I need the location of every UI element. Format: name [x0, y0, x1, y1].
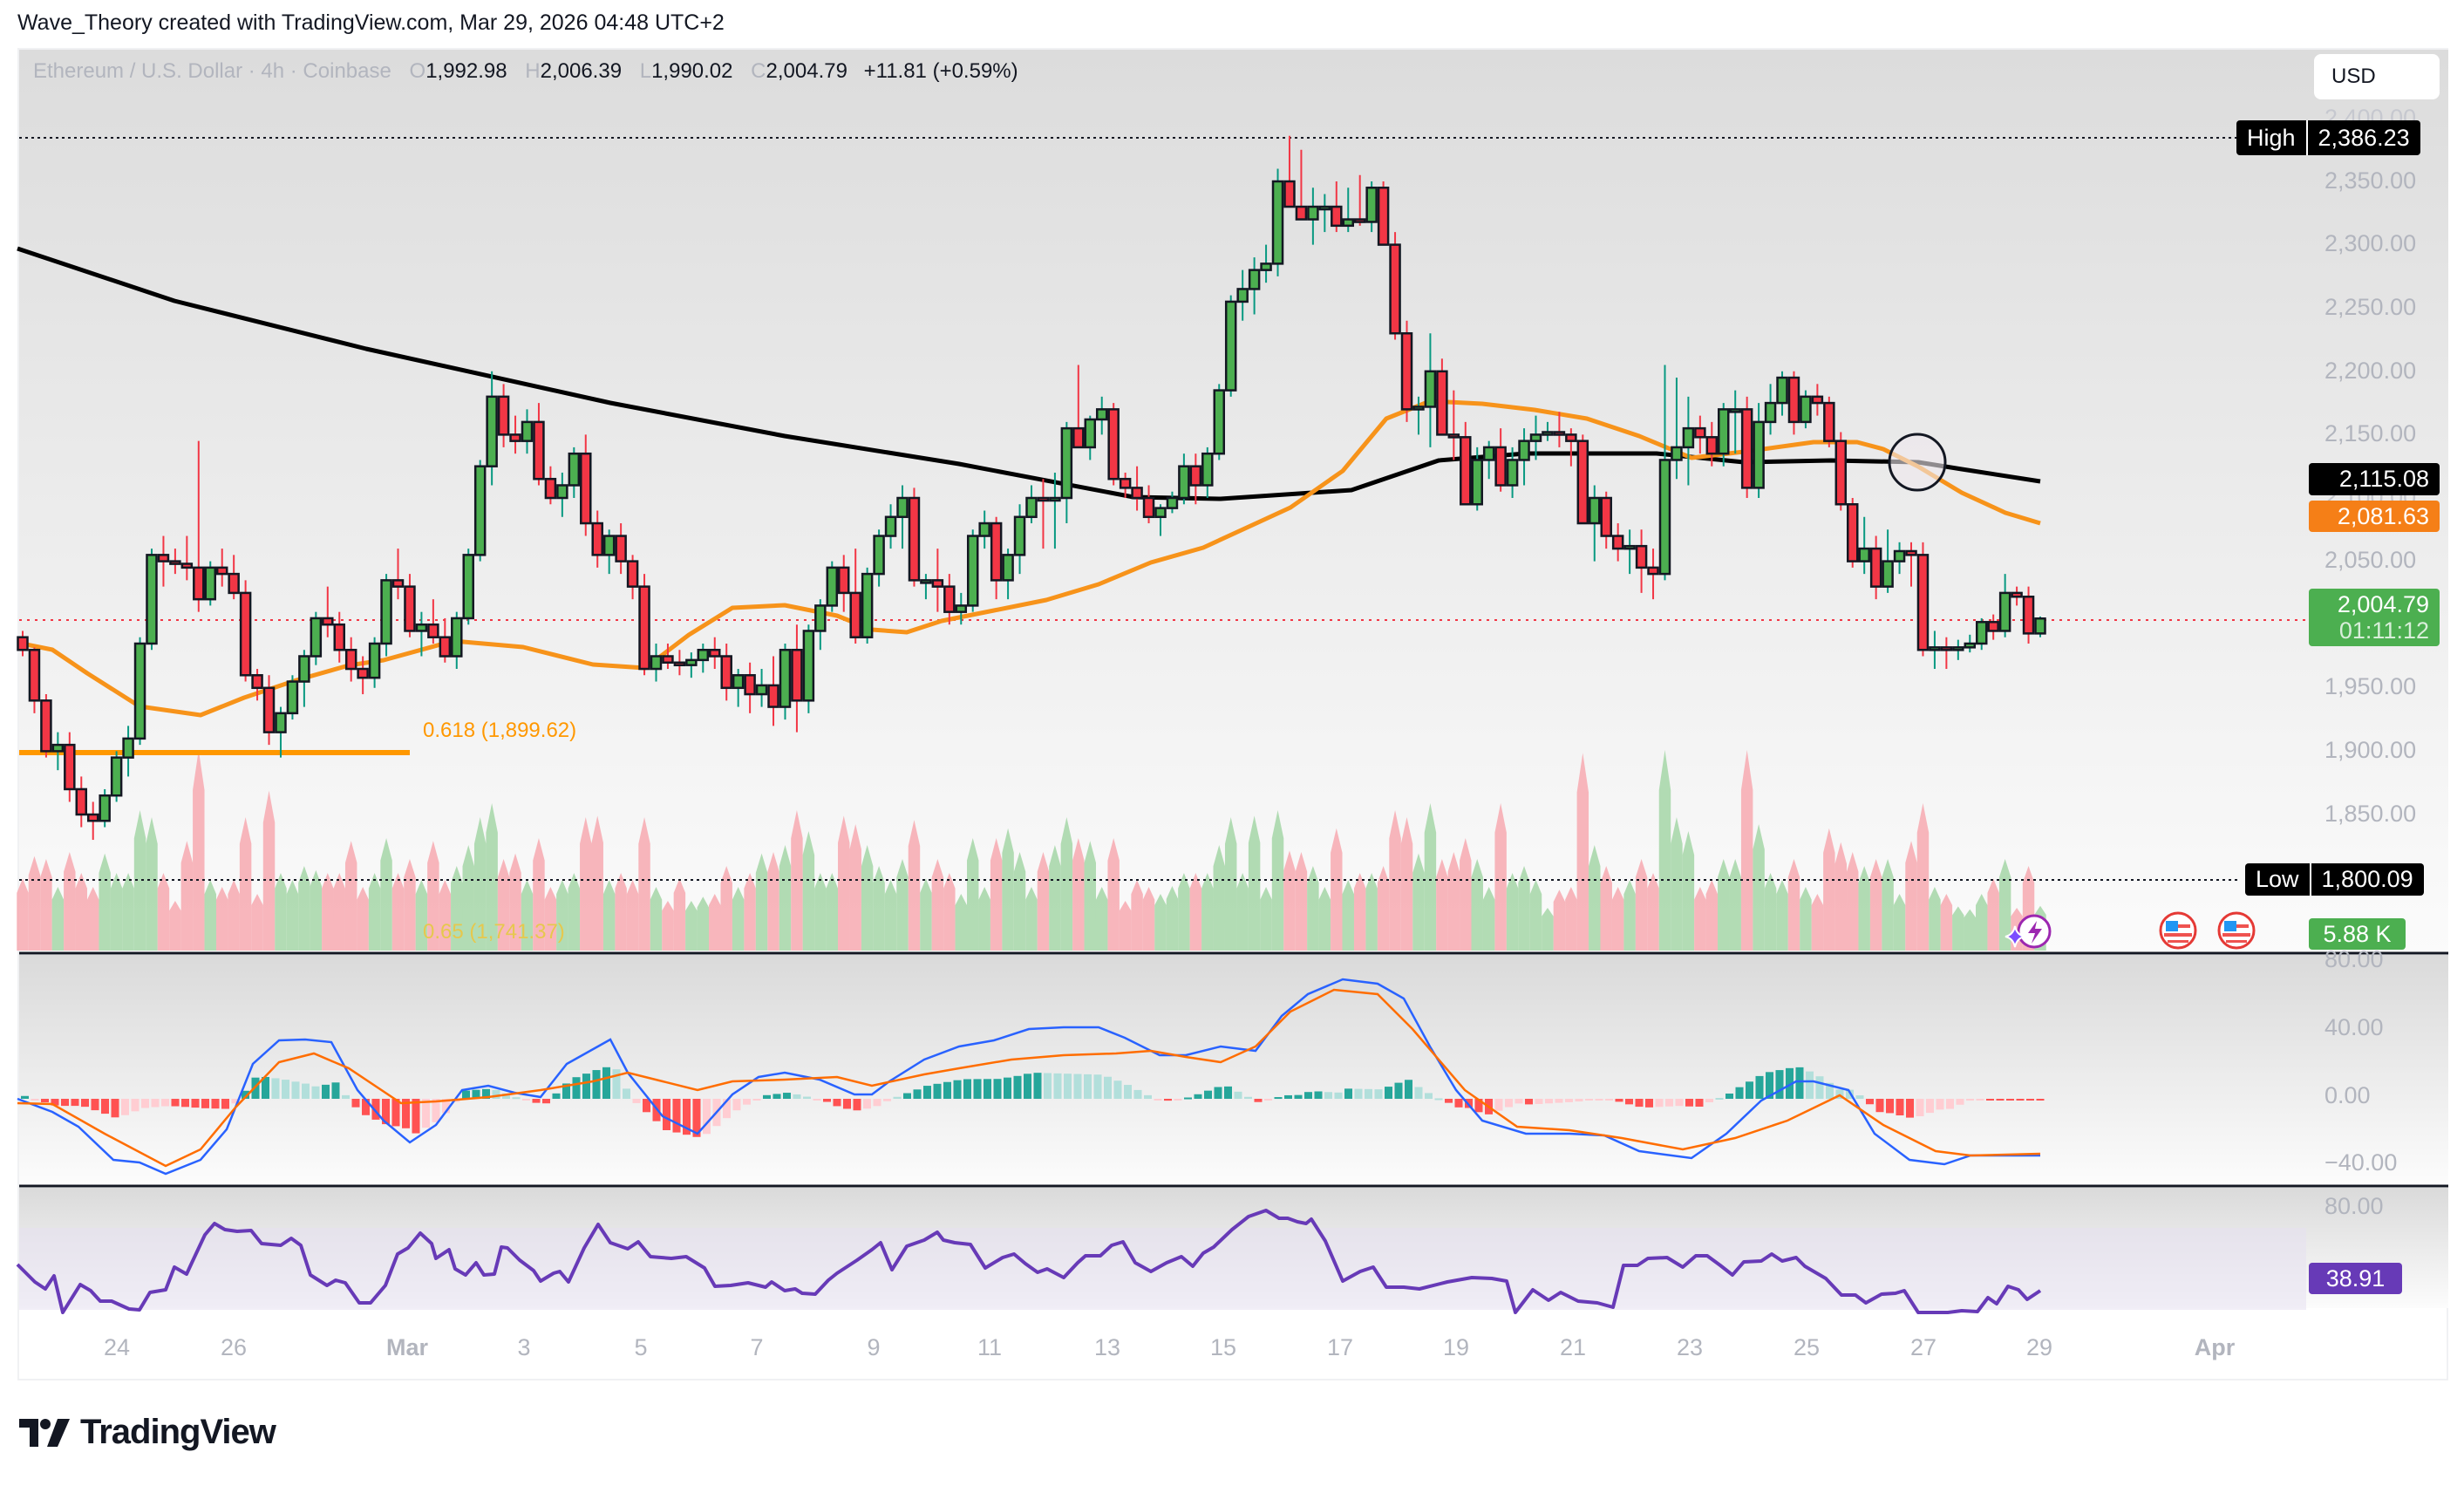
symbol-legend[interactable]: Ethereum / U.S. Dollar · 4h · Coinbase O… [33, 59, 1018, 84]
high-badge-label: High [2236, 120, 2308, 155]
us-flag-icon[interactable] [2217, 911, 2256, 950]
low-value: 1,990.02 [651, 59, 733, 83]
macd-tick: 0.00 [2324, 1082, 2371, 1108]
time-axis-label: 26 [220, 1334, 248, 1360]
time-axis-label: 21 [1559, 1334, 1587, 1360]
open-value: 1,992.98 [425, 59, 507, 83]
price-tick: 2,350.00 [2324, 167, 2417, 194]
bar-countdown: 01:11:12 [2338, 617, 2429, 644]
time-axis-label: 19 [1442, 1334, 1470, 1360]
time-axis-label: 17 [1326, 1334, 1354, 1360]
macd-tick: 80.00 [2324, 946, 2384, 972]
us-flag-icon[interactable] [2159, 911, 2197, 950]
macd-histogram [21, 1067, 2045, 1137]
time-axis-label: 29 [2025, 1334, 2053, 1360]
time-axis-label: Apr [2194, 1334, 2236, 1360]
rsi-tick: 80.00 [2324, 1193, 2384, 1219]
open-label: O [409, 59, 426, 83]
change-value: +11.81 (+0.59%) [863, 59, 1018, 83]
time-axis-label: 13 [1093, 1334, 1121, 1360]
time-axis-label: 9 [867, 1334, 881, 1360]
currency-button[interactable]: USD [2314, 54, 2440, 99]
price-tick: 2,150.00 [2324, 420, 2417, 446]
high-badge-value: 2,386.23 [2318, 124, 2410, 151]
high-value: 2,006.39 [540, 59, 623, 83]
tradingview-logo-icon [19, 1418, 70, 1447]
rsi-line [16, 1209, 2042, 1314]
time-axis-label: 25 [1793, 1334, 1821, 1360]
price-tick: 2,200.00 [2324, 358, 2417, 384]
macd-pane-bg [19, 955, 2448, 1186]
time-axis-label: 7 [750, 1334, 764, 1360]
sma-200-line [17, 246, 2041, 501]
volume-histogram [17, 750, 2046, 951]
time-axis-label: 24 [103, 1334, 131, 1360]
time-axis-label: 27 [1909, 1334, 1937, 1360]
high-badge: High 2,386.23 [2236, 120, 2420, 155]
time-axis-label: 15 [1209, 1334, 1237, 1360]
macd-tick: −40.00 [2324, 1149, 2398, 1176]
time-axis-label: 11 [977, 1334, 1003, 1360]
ema-value-badge: 2,081.63 [2309, 501, 2440, 532]
fib-label-0618: 0.618 (1,899.62) [423, 719, 577, 742]
sma-value-badge: 2,115.08 [2309, 463, 2440, 495]
symbol-title: Ethereum / U.S. Dollar · 4h · Coinbase [33, 59, 391, 83]
price-tick: 1,900.00 [2324, 737, 2417, 763]
close-label: C [751, 59, 766, 83]
price-tick: 2,050.00 [2324, 547, 2417, 573]
main-pane-bg [19, 50, 2448, 953]
tradingview-logo[interactable]: TradingView [19, 1413, 276, 1452]
time-axis-label: 5 [634, 1334, 648, 1360]
price-tick: 1,850.00 [2324, 801, 2417, 827]
time-axis-label: 23 [1676, 1334, 1704, 1360]
low-label: L [639, 59, 652, 83]
rsi-value-badge: 38.91 [2309, 1263, 2402, 1294]
price-tick: 2,250.00 [2324, 294, 2417, 320]
tradingview-logo-text: TradingView [80, 1413, 276, 1451]
low-badge-value: 1,800.09 [2321, 866, 2413, 892]
chart-credit: Wave_Theory created with TradingView.com… [17, 10, 725, 35]
price-tick: 2,300.00 [2324, 230, 2417, 256]
close-value: 2,004.79 [766, 59, 847, 83]
fib-label-065: 0.65 (1,741.37) [423, 920, 565, 944]
last-price-badge: 2,004.79 01:11:12 [2309, 589, 2440, 646]
macd-tick: 40.00 [2324, 1014, 2384, 1040]
last-price-value: 2,004.79 [2337, 591, 2429, 617]
time-axis-label: Mar [385, 1334, 429, 1360]
macd-line [17, 978, 2040, 1176]
price-tick: 1,950.00 [2324, 673, 2417, 699]
low-badge: Low 1,800.09 [2245, 863, 2424, 896]
time-axis-label: 3 [517, 1334, 531, 1360]
volume-badge: 5.88 K [2309, 918, 2406, 950]
ai-event-icon[interactable] [2005, 914, 2052, 949]
high-label: H [525, 59, 541, 83]
rsi-band [19, 1228, 2306, 1310]
crossover-circle[interactable] [1888, 433, 1947, 492]
candlestick-series [17, 135, 2046, 841]
signal-line [17, 988, 2041, 1168]
low-badge-label: Low [2245, 863, 2311, 896]
